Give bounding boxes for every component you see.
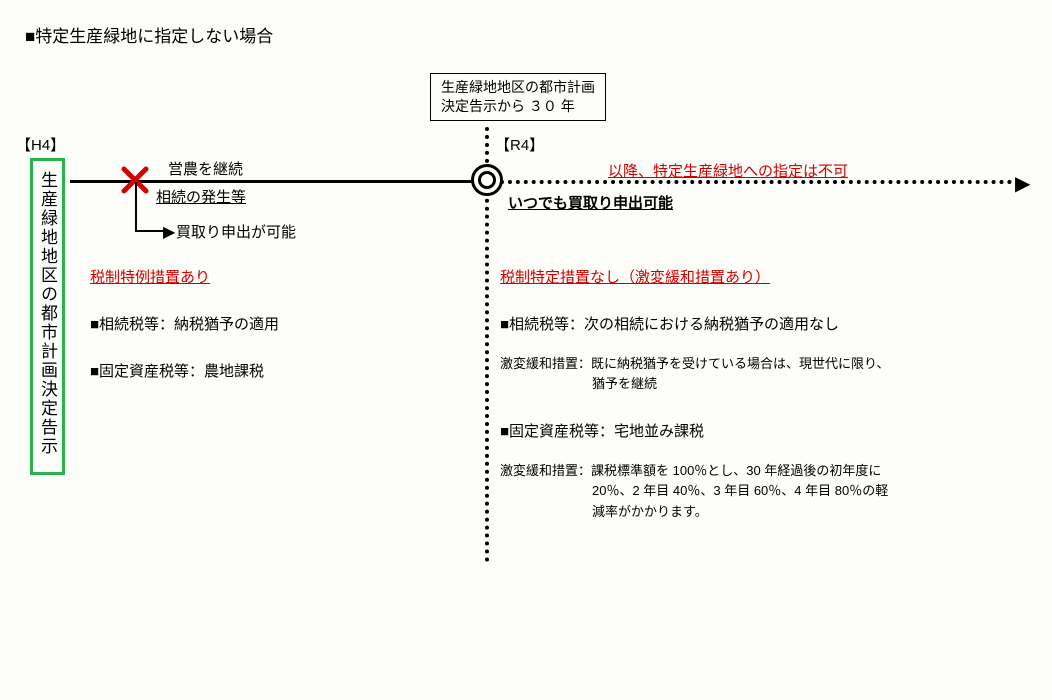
label-continue-farming: 営農を継続 — [168, 158, 243, 179]
label-buyout-possible: 買取り申出が可能 — [176, 221, 296, 242]
left-header: 税制特例措置あり — [90, 266, 450, 287]
label-no-redesignation: 以降、特定生産緑地への指定は不可 — [608, 160, 848, 181]
left-column: 税制特例措置あり ■相続税等：納税猶予の適用 ■固定資産税等：農地課税 — [90, 266, 450, 381]
label-buyout-anytime: いつでも買取り申出可能 — [508, 192, 673, 213]
thirty-year-line2: 決定告示から ３０ 年 — [441, 97, 595, 116]
diagram-title: ■特定生産緑地に指定しない場合 — [25, 22, 273, 47]
branch-vertical — [135, 182, 137, 230]
start-event-box: 生産緑地地区の都市計画決定告示 — [30, 158, 65, 475]
left-line1: ■相続税等：納税猶予の適用 — [90, 313, 450, 334]
right-column: 税制特定措置なし（激変緩和措置あり） ■相続税等：次の相続における納税猶予の適用… — [500, 266, 1020, 522]
left-line2: ■固定資産税等：農地課税 — [90, 360, 450, 381]
right-r4a: 激変緩和措置：課税標準額を 100％とし、30 年経過後の初年度に — [500, 461, 1020, 481]
right-r4c: 減率がかかります。 — [500, 502, 1020, 522]
timeline-arrowhead: ▶ — [1015, 171, 1030, 196]
right-r3: ■固定資産税等：宅地並み課税 — [500, 420, 1020, 441]
era-label-h4: 【H4】 — [16, 134, 65, 155]
diagram-stage: ■特定生産緑地に指定しない場合 生産緑地地区の都市計画 決定告示から ３０ 年 … — [0, 0, 1052, 700]
right-r1: ■相続税等：次の相続における納税猶予の適用なし — [500, 313, 1020, 334]
era-label-r4: 【R4】 — [495, 134, 544, 155]
right-r2b: 猶予を継続 — [500, 374, 1020, 394]
label-inheritance: 相続の発生等 — [156, 186, 246, 207]
right-r2a: 激変緩和措置：既に納税猶予を受けている場合は、現世代に限り、 — [500, 354, 1020, 374]
start-event-text: 生産緑地地区の都市計画決定告示 — [39, 171, 56, 456]
right-r4b: 20％、2 年目 40％、3 年目 60％、4 年目 80％の軽 — [500, 481, 1020, 501]
thirty-year-line1: 生産緑地地区の都市計画 — [441, 78, 595, 97]
branch-arrowhead: ▶ — [163, 222, 175, 242]
right-header: 税制特定措置なし（激変緩和措置あり） — [500, 266, 1020, 287]
thirty-year-marker-inner — [478, 171, 496, 189]
thirty-year-box: 生産緑地地区の都市計画 決定告示から ３０ 年 — [430, 73, 606, 121]
